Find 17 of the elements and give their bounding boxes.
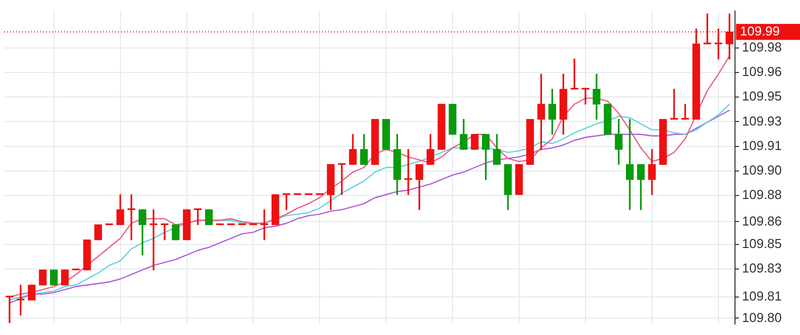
y-tick-label: 109.93	[742, 113, 782, 128]
y-tick-label: 109.91	[742, 138, 782, 153]
candlestick	[6, 296, 14, 324]
y-tick-label: 109.90	[742, 162, 782, 178]
candlestick	[582, 88, 590, 105]
y-tick-label: 109.98	[742, 40, 782, 55]
y-tick-label: 109.81	[742, 288, 782, 304]
y-tick-label: 109.95	[742, 88, 782, 104]
ref-line-label: 109.99	[740, 23, 780, 38]
candlestick	[150, 209, 158, 270]
candlestick	[282, 193, 290, 210]
y-tick-label: 109.86	[742, 213, 782, 228]
y-tick-label: 109.96	[742, 64, 782, 80]
y-tick-label: 109.88	[742, 186, 782, 202]
y-tick-label: 109.83	[742, 260, 782, 276]
y-tick-label: 109.80	[742, 310, 782, 325]
y-tick-label: 109.85	[742, 236, 782, 252]
